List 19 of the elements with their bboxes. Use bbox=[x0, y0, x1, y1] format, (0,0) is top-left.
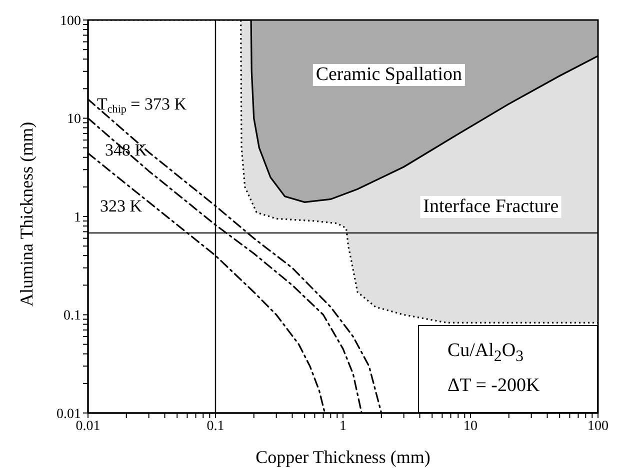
y-tick-label: 1 bbox=[74, 210, 81, 226]
series-label: T$_{chip}$ = 373 K bbox=[97, 94, 188, 116]
x-tick-label: 10 bbox=[464, 418, 478, 434]
y-axis-title: Alumina Thickness (mm) bbox=[16, 122, 36, 306]
annotation: Ceramic Spallation bbox=[312, 64, 465, 86]
x-tick-label: 0.1 bbox=[206, 418, 224, 434]
y-tick-label: 10 bbox=[67, 112, 81, 128]
y-tick-label: 100 bbox=[60, 14, 81, 29]
x-axis-title: Copper Thickness (mm) bbox=[256, 447, 430, 467]
annotation: Interface Fracture bbox=[420, 196, 562, 218]
annotation: Cu/Al$_{2}$O$_{3}$ bbox=[447, 338, 524, 366]
y-tick-label: 0.01 bbox=[56, 406, 81, 422]
y-tick-label: 0.1 bbox=[64, 308, 81, 324]
annotation: ΔT = -200K bbox=[447, 374, 541, 398]
series-label: 348 K bbox=[105, 140, 148, 160]
x-tick-label: 1 bbox=[340, 418, 346, 434]
x-tick-label: 100 bbox=[588, 418, 608, 434]
note-box: Cu/Al$_{2}$O$_{3}$ ΔT = -200K bbox=[418, 324, 598, 413]
series-label: 323 K bbox=[100, 196, 143, 216]
